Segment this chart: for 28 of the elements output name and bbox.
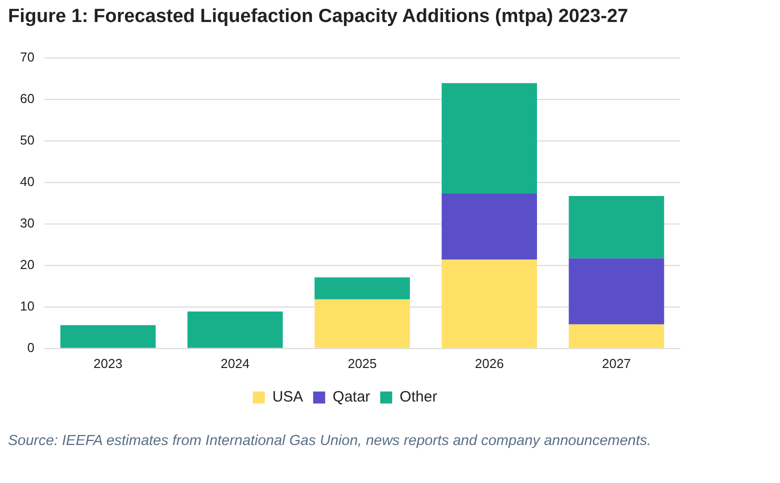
bar (442, 194, 538, 260)
bar (568, 196, 664, 258)
bar (568, 258, 664, 324)
bar (60, 325, 156, 348)
bar (568, 324, 664, 348)
chart-title: Figure 1: Forecasted Liquefaction Capacity Additions (mtpa) 2023-27 (8, 6, 628, 28)
bar (314, 299, 410, 348)
y-tick-label: 70 (20, 49, 34, 64)
legend-label: USA (272, 388, 304, 406)
bar (314, 277, 410, 300)
y-tick-label: 60 (20, 90, 34, 106)
y-tick-label: 50 (20, 132, 34, 148)
y-tick-label: 40 (20, 174, 34, 189)
x-tick-label: 2026 (474, 356, 504, 371)
x-tick-label: 2024 (220, 356, 250, 371)
y-tick-label: 10 (20, 298, 34, 314)
x-tick-label: 2025 (348, 356, 377, 371)
bar (442, 260, 538, 348)
y-tick-label: 20 (20, 256, 34, 272)
y-tick-label: 30 (20, 215, 34, 230)
legend-label: Other (400, 388, 438, 406)
legend-label: Qatar (332, 388, 370, 406)
x-tick-label: 2023 (94, 356, 122, 371)
bar (442, 83, 538, 194)
source-note: Source: IEEFA estimates from International Gas Union, news reports and company announcements. (8, 432, 652, 451)
y-tick-label: 0 (27, 340, 34, 355)
bar (187, 311, 283, 348)
x-tick-label: 2027 (602, 356, 631, 371)
